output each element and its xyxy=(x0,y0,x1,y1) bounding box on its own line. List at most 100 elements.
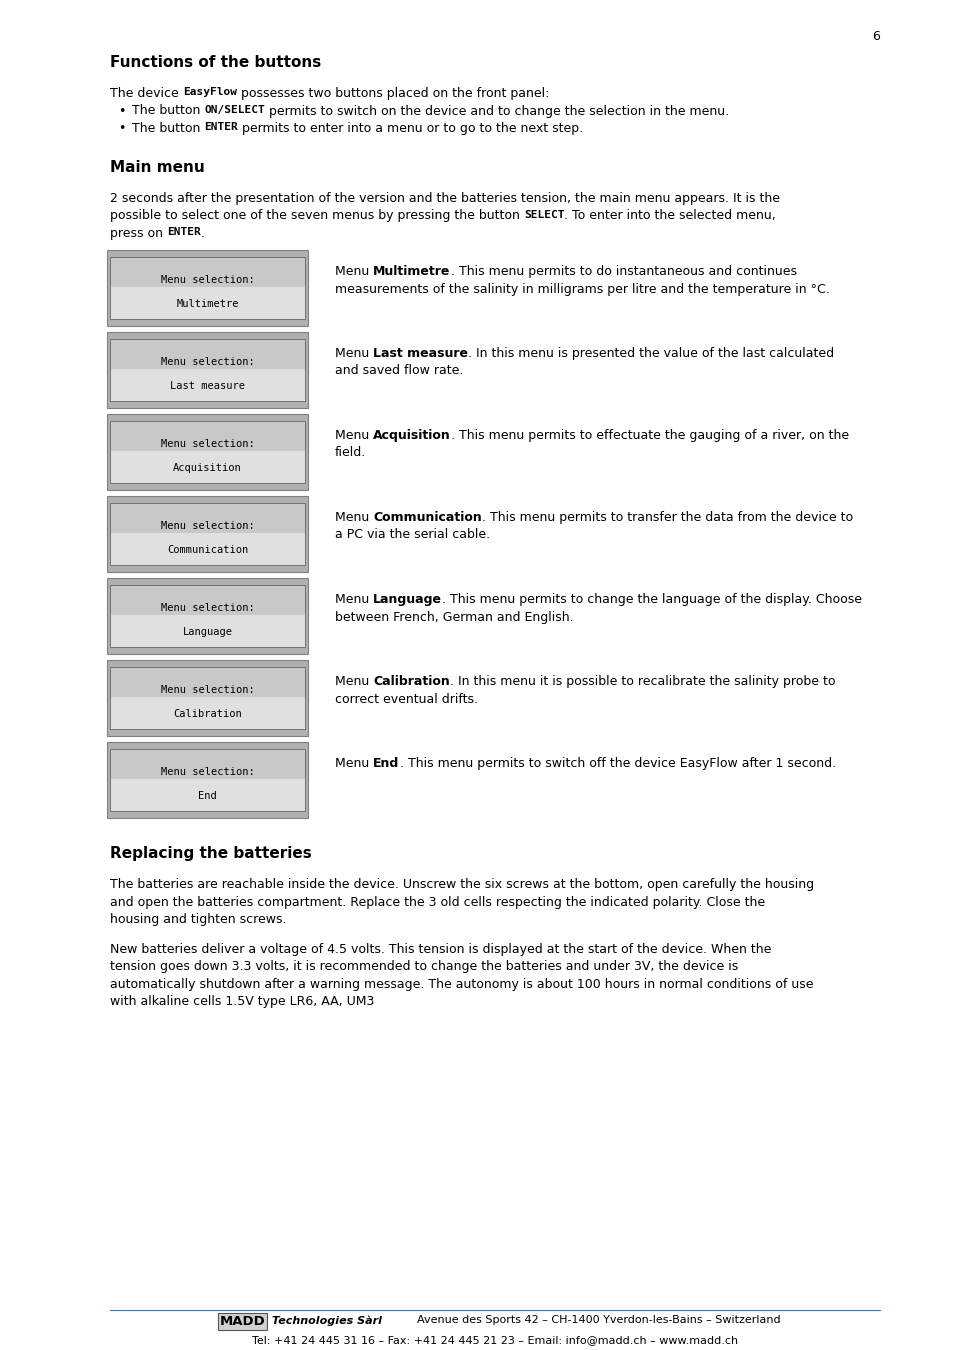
Text: .: . xyxy=(200,227,205,240)
Text: with alkaline cells 1.5V type LR6, AA, UM3: with alkaline cells 1.5V type LR6, AA, U… xyxy=(110,995,374,1008)
Text: New batteries deliver a voltage of 4.5 volts. This tension is displayed at the s: New batteries deliver a voltage of 4.5 v… xyxy=(110,942,771,956)
Text: Last measure: Last measure xyxy=(373,347,468,360)
Bar xyxy=(110,667,305,729)
Text: Avenue des Sports 42 – CH-1400 Yverdon-les-Bains – Switzerland: Avenue des Sports 42 – CH-1400 Yverdon-l… xyxy=(416,1315,780,1324)
Text: Technologies Sàrl: Technologies Sàrl xyxy=(272,1315,381,1326)
Text: Multimetre: Multimetre xyxy=(373,265,450,278)
Text: Menu: Menu xyxy=(335,593,373,606)
Bar xyxy=(110,533,305,566)
Text: and saved flow rate.: and saved flow rate. xyxy=(335,364,463,378)
Text: press on: press on xyxy=(110,227,167,240)
Text: Acquisition: Acquisition xyxy=(172,463,242,472)
Text: MADD: MADD xyxy=(220,1315,266,1328)
Text: Last measure: Last measure xyxy=(170,381,245,392)
Text: 6: 6 xyxy=(871,30,879,43)
Bar xyxy=(110,697,305,729)
Text: Tel: +41 24 445 31 16 – Fax: +41 24 445 21 23 – Email: info@madd.ch – www.madd.c: Tel: +41 24 445 31 16 – Fax: +41 24 445 … xyxy=(252,1335,738,1345)
Text: Menu selection:: Menu selection: xyxy=(160,603,254,613)
Bar xyxy=(110,256,305,286)
Bar xyxy=(110,779,305,811)
Text: . This menu permits to do instantaneous and continues: . This menu permits to do instantaneous … xyxy=(450,265,796,278)
Text: a PC via the serial cable.: a PC via the serial cable. xyxy=(335,528,490,541)
Text: End: End xyxy=(373,757,399,769)
Text: Menu: Menu xyxy=(335,429,373,441)
Bar xyxy=(107,250,308,325)
Text: Multimetre: Multimetre xyxy=(176,298,238,309)
Bar xyxy=(107,743,308,818)
Text: Menu: Menu xyxy=(335,512,373,524)
Bar xyxy=(110,585,305,614)
Text: . To enter into the selected menu,: . To enter into the selected menu, xyxy=(564,209,776,223)
Text: Language: Language xyxy=(182,626,233,637)
Text: Language: Language xyxy=(373,593,442,606)
Text: Menu selection:: Menu selection: xyxy=(160,356,254,367)
Text: . This menu permits to transfer the data from the device to: . This menu permits to transfer the data… xyxy=(481,512,852,524)
Text: SELECT: SELECT xyxy=(523,209,564,220)
Text: The device: The device xyxy=(110,86,183,100)
Bar xyxy=(110,339,305,401)
Text: Menu: Menu xyxy=(335,265,373,278)
Bar xyxy=(110,504,305,533)
Text: Main menu: Main menu xyxy=(110,161,205,176)
Text: Communication: Communication xyxy=(167,545,248,555)
Text: Communication: Communication xyxy=(373,512,481,524)
Bar xyxy=(107,578,308,653)
Text: . This menu permits to change the language of the display. Choose: . This menu permits to change the langua… xyxy=(442,593,862,606)
Text: Menu selection:: Menu selection: xyxy=(160,767,254,778)
Bar xyxy=(110,339,305,369)
Bar xyxy=(110,286,305,319)
Text: between French, German and English.: between French, German and English. xyxy=(335,610,573,624)
Text: ENTER: ENTER xyxy=(204,122,238,132)
Bar xyxy=(110,256,305,319)
Text: Calibration: Calibration xyxy=(373,675,450,688)
Text: possesses two buttons placed on the front panel:: possesses two buttons placed on the fron… xyxy=(236,86,549,100)
Text: •: • xyxy=(118,122,126,135)
Text: Replacing the batteries: Replacing the batteries xyxy=(110,846,312,861)
Text: The button: The button xyxy=(132,104,204,117)
Text: . In this menu it is possible to recalibrate the salinity probe to: . In this menu it is possible to recalib… xyxy=(450,675,835,688)
Bar xyxy=(110,369,305,401)
Bar xyxy=(110,614,305,647)
Bar xyxy=(110,585,305,647)
Text: Menu selection:: Menu selection: xyxy=(160,275,254,285)
Text: ENTER: ENTER xyxy=(167,227,200,238)
Bar xyxy=(110,421,305,451)
Text: Menu selection:: Menu selection: xyxy=(160,684,254,695)
Bar xyxy=(110,504,305,566)
Text: permits to switch on the device and to change the selection in the menu.: permits to switch on the device and to c… xyxy=(265,104,728,117)
Text: Calibration: Calibration xyxy=(172,709,242,720)
Text: tension goes down 3.3 volts, it is recommended to change the batteries and under: tension goes down 3.3 volts, it is recom… xyxy=(110,960,738,973)
Text: permits to enter into a menu or to go to the next step.: permits to enter into a menu or to go to… xyxy=(238,122,582,135)
Text: Menu: Menu xyxy=(335,757,373,769)
Text: measurements of the salinity in milligrams per litre and the temperature in °C.: measurements of the salinity in milligra… xyxy=(335,282,829,296)
Bar xyxy=(107,414,308,490)
Text: Menu selection:: Menu selection: xyxy=(160,521,254,531)
Bar xyxy=(110,451,305,483)
Bar xyxy=(110,421,305,483)
Bar xyxy=(107,495,308,572)
Text: . This menu permits to effectuate the gauging of a river, on the: . This menu permits to effectuate the ga… xyxy=(451,429,848,441)
Text: correct eventual drifts.: correct eventual drifts. xyxy=(335,693,477,706)
Text: Menu: Menu xyxy=(335,347,373,360)
Bar xyxy=(107,660,308,736)
Text: . In this menu is presented the value of the last calculated: . In this menu is presented the value of… xyxy=(468,347,834,360)
Bar xyxy=(110,749,305,779)
Text: EasyFlow: EasyFlow xyxy=(183,86,236,97)
Text: automatically shutdown after a warning message. The autonomy is about 100 hours : automatically shutdown after a warning m… xyxy=(110,977,813,991)
Text: ON/SELECT: ON/SELECT xyxy=(204,104,265,115)
Text: End: End xyxy=(198,791,216,801)
Text: possible to select one of the seven menus by pressing the button: possible to select one of the seven menu… xyxy=(110,209,523,223)
Text: . This menu permits to switch off the device EasyFlow after 1 second.: . This menu permits to switch off the de… xyxy=(399,757,835,769)
Text: field.: field. xyxy=(335,447,366,459)
Bar xyxy=(107,332,308,408)
Text: The button: The button xyxy=(132,122,204,135)
Text: Menu: Menu xyxy=(335,675,373,688)
Text: Acquisition: Acquisition xyxy=(373,429,451,441)
Text: Functions of the buttons: Functions of the buttons xyxy=(110,55,321,70)
Text: and open the batteries compartment. Replace the 3 old cells respecting the indic: and open the batteries compartment. Repl… xyxy=(110,895,764,909)
Text: •: • xyxy=(118,104,126,117)
Bar xyxy=(110,749,305,811)
Text: The batteries are reachable inside the device. Unscrew the six screws at the bot: The batteries are reachable inside the d… xyxy=(110,878,813,891)
Text: 2 seconds after the presentation of the version and the batteries tension, the m: 2 seconds after the presentation of the … xyxy=(110,192,780,205)
Bar xyxy=(110,667,305,697)
